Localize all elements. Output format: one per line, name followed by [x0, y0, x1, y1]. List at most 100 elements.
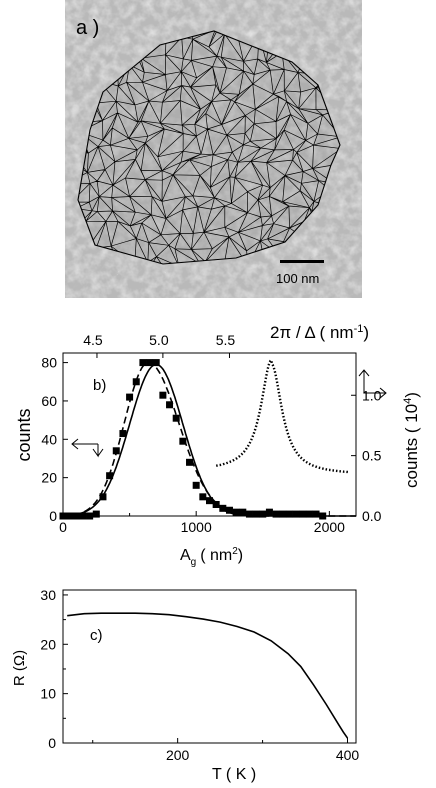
y2-axis-label-main: counts ( 10 [402, 404, 421, 488]
y-axis-label-b: counts [14, 408, 34, 461]
data-point-square [99, 493, 107, 501]
data-point-square [132, 378, 140, 386]
dashed-fit-curve [63, 361, 356, 517]
arrow-down-head [92, 444, 104, 458]
data-point-square [92, 510, 100, 518]
data-point-square [292, 510, 300, 518]
data-point-square [66, 512, 74, 520]
data-point-square [119, 430, 127, 438]
data-point-square [232, 508, 240, 516]
x-tick-label-c: 200 [166, 747, 190, 763]
resistance-curve [67, 612, 349, 739]
x-tick-label-b: 1000 [181, 519, 212, 535]
data-point-square [86, 512, 94, 520]
data-point-square [239, 508, 247, 516]
data-point-square [206, 497, 213, 505]
y2-tick-label-b: 0.5 [362, 448, 382, 464]
data-point-square [212, 500, 220, 508]
solid-fit-curve [62, 363, 356, 517]
data-point-square [152, 359, 160, 367]
scale-bar [280, 260, 324, 263]
data-point-square [319, 512, 327, 520]
panel-a-label: a ) [76, 17, 99, 39]
data-point-square [126, 393, 134, 401]
panel-c-chart: 200 400 0 10 20 30 c) R (Ω) T ( K ) [11, 587, 359, 783]
x-tick-label-b: 0 [59, 519, 67, 535]
x-axis-label-sup: 2 [232, 546, 238, 557]
top-tick-label-b: 5.0 [149, 332, 169, 348]
x-tick-label-b: 2000 [314, 519, 345, 535]
y-tick-label-b: 80 [41, 355, 57, 371]
top-axis-label-close: ) [363, 323, 369, 342]
data-point-square [106, 472, 114, 480]
panel-a-micrograph: a ) 100 nm [65, 0, 362, 298]
mesh-region [78, 31, 340, 264]
arrow-up-head [358, 369, 370, 377]
plot-frame-c [62, 589, 357, 744]
data-point-square [146, 359, 154, 367]
left-axis-arrow [71, 438, 104, 458]
data-point-square [272, 510, 280, 518]
top-axis-label-sup: -1 [354, 323, 364, 335]
plot-frame-b [62, 352, 357, 517]
top-tick-label-b: 5.5 [216, 332, 236, 348]
axis-ticks-c [63, 594, 349, 744]
y-tick-label-b: 20 [41, 470, 57, 486]
x-axis-label-close: ) [238, 547, 243, 564]
tick-labels-b: 0 1000 2000 0 20 40 60 80 0.0 0.5 1.0 4.5 5.0 5.5 [41, 332, 381, 535]
data-point-square [312, 510, 320, 518]
panel-b-label: b) [93, 377, 106, 394]
data-point-square [112, 447, 120, 455]
y-axis-label-c: R (Ω) [11, 650, 28, 686]
data-point-square [225, 506, 233, 514]
data-point-square [166, 401, 174, 409]
x-tick-label-c: 400 [336, 747, 360, 763]
x-axis-label-sub: g [191, 557, 197, 568]
data-point-square [192, 481, 200, 489]
data-point-square [179, 437, 187, 445]
curves-b [62, 358, 356, 517]
data-point-square [172, 414, 180, 422]
arrow-right-head [379, 387, 387, 399]
top-axis-label-b: 2π / Δ ( nm-1) [270, 323, 369, 342]
data-point-square [299, 510, 307, 518]
data-point-square [199, 493, 207, 501]
data-point-square [79, 512, 87, 520]
data-point-square [252, 510, 260, 518]
y-tick-label-b: 40 [41, 431, 57, 447]
x-axis-label-b: Ag( nm2) [180, 546, 243, 568]
scale-bar-label: 100 nm [276, 271, 319, 286]
top-tick-label-b: 4.5 [83, 332, 103, 348]
data-point-square [219, 504, 227, 512]
data-point-square [139, 359, 147, 367]
x-axis-label-unit: ( nm [200, 547, 232, 564]
data-point-square [159, 391, 167, 399]
data-point-square [285, 510, 293, 518]
data-point-square [186, 458, 194, 466]
y2-axis-label-close: ) [402, 392, 421, 398]
data-point-square [279, 510, 287, 518]
data-point-square [59, 512, 67, 520]
y2-axis-label-b: counts ( 104) [402, 392, 421, 488]
data-point-square [245, 510, 253, 518]
panel-c-label: c) [90, 627, 103, 644]
dotted-spectrum-curve [215, 358, 349, 474]
data-point-square [265, 508, 273, 516]
data-point-square [72, 512, 80, 520]
y2-tick-label-b: 1.0 [362, 387, 382, 403]
arrow-left-head [71, 438, 79, 450]
axis-ticks-b [62, 353, 356, 517]
y-tick-label-c: 30 [40, 587, 56, 603]
curves-c [67, 612, 349, 739]
tick-labels-c: 200 400 0 10 20 30 [40, 587, 359, 763]
right-axis-arrow [358, 369, 387, 399]
y-tick-label-b: 0 [49, 508, 57, 524]
data-points-b [59, 359, 327, 520]
data-point-square [259, 510, 267, 518]
y2-axis-label-sup: 4 [402, 398, 414, 404]
data-point-square [305, 510, 313, 518]
y-tick-label-b: 60 [41, 393, 57, 409]
top-axis-label-main: 2π / Δ ( nm [270, 323, 354, 342]
